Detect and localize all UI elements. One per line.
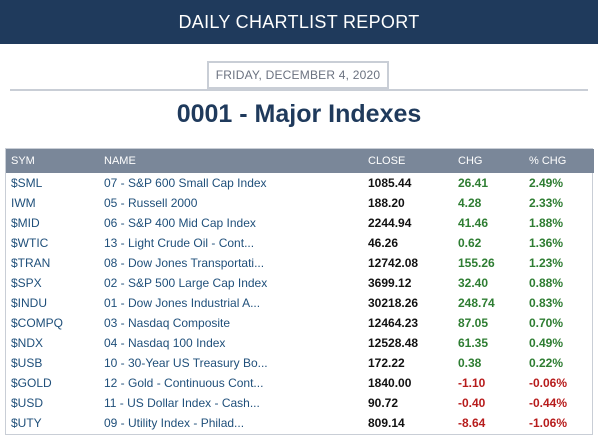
- symbol-link[interactable]: IWM: [11, 196, 36, 210]
- change-value: 41.46: [458, 216, 489, 230]
- change-value: 61.35: [458, 336, 489, 350]
- table-row[interactable]: $SPX 02 - S&P 500 Large Cap Index 3699.12 3…: [6, 273, 594, 293]
- index-name-link[interactable]: 03 - Nasdaq Composite: [104, 316, 231, 330]
- table-row[interactable]: $COMPQ 03 - Nasdaq Composite 12464.23 87.05…: [6, 313, 594, 333]
- column-header-sym[interactable]: SYM: [11, 155, 35, 167]
- index-name-link[interactable]: 02 - S&P 500 Large Cap Index: [104, 276, 268, 290]
- percent-change-value: 0.70%: [529, 316, 564, 330]
- percent-change-value: 2.33%: [529, 196, 564, 210]
- symbol-link[interactable]: $WTIC: [11, 236, 49, 250]
- change-value: 32.40: [458, 276, 489, 290]
- change-value: -8.64: [458, 416, 486, 430]
- symbol-link[interactable]: $NDX: [11, 336, 44, 350]
- index-table: SYM NAME CLOSE CHG % CHG $SML 07 - S&P 60…: [5, 148, 594, 435]
- change-value: 4.28: [458, 196, 482, 210]
- change-value: 0.38: [458, 356, 482, 370]
- percent-change-value: 0.83%: [529, 296, 564, 310]
- index-name-link[interactable]: 01 - Dow Jones Industrial A...: [104, 296, 261, 310]
- change-value: 87.05: [458, 316, 489, 330]
- table-row[interactable]: $NDX 04 - Nasdaq 100 Index 12528.48 61.35 0.…: [6, 333, 594, 353]
- index-name-link[interactable]: 08 - Dow Jones Transportati...: [104, 256, 265, 270]
- change-value: 155.26: [458, 256, 495, 270]
- table-header-row: SYM NAME CLOSE CHG % CHG: [6, 149, 594, 173]
- close-value: 30218.26: [368, 296, 419, 310]
- column-header-name[interactable]: NAME: [104, 155, 136, 167]
- index-name-link[interactable]: 10 - 30-Year US Treasury Bo...: [104, 356, 268, 370]
- change-value: 26.41: [458, 176, 489, 190]
- close-value: 12528.48: [368, 336, 419, 350]
- table-body: $SML 07 - S&P 600 Small Cap Index 1085.44 2…: [6, 173, 594, 433]
- close-value: 172.22: [368, 356, 405, 370]
- percent-change-value: 1.88%: [529, 216, 564, 230]
- symbol-link[interactable]: $USD: [11, 396, 44, 410]
- column-header-chg[interactable]: CHG: [458, 155, 483, 167]
- table-row[interactable]: $WTIC 13 - Light Crude Oil - Cont... 46.26…: [6, 233, 594, 253]
- index-name-link[interactable]: 11 - US Dollar Index - Cash...: [104, 396, 260, 410]
- index-name-link[interactable]: 13 - Light Crude Oil - Cont...: [104, 236, 255, 250]
- percent-change-value: -1.06%: [529, 416, 568, 430]
- percent-change-value: 0.49%: [529, 336, 564, 350]
- column-header-pct-chg[interactable]: % CHG: [529, 155, 567, 167]
- percent-change-value: 1.36%: [529, 236, 564, 250]
- change-value: -1.10: [458, 376, 486, 390]
- close-value: 2244.94: [368, 216, 412, 230]
- index-name-link[interactable]: 05 - Russell 2000: [104, 196, 198, 210]
- close-value: 12742.08: [368, 256, 419, 270]
- change-value: -0.40: [458, 396, 486, 410]
- symbol-link[interactable]: $GOLD: [11, 376, 52, 390]
- symbol-link[interactable]: $COMPQ: [11, 316, 64, 330]
- close-value: 3699.12: [368, 276, 412, 290]
- report-banner: DAILY CHARTLIST REPORT: [0, 0, 598, 44]
- close-value: 809.14: [368, 416, 405, 430]
- percent-change-value: 1.23%: [529, 256, 564, 270]
- table-row[interactable]: $TRAN 08 - Dow Jones Transportati... 12742…: [6, 253, 594, 273]
- table-row[interactable]: $INDU 01 - Dow Jones Industrial A... 30218…: [6, 293, 594, 313]
- symbol-link[interactable]: $INDU: [11, 296, 48, 310]
- percent-change-value: 0.88%: [529, 276, 564, 290]
- close-value: 188.20: [368, 196, 405, 210]
- divider: [10, 89, 588, 91]
- report-date: FRIDAY, DECEMBER 4, 2020: [207, 61, 389, 89]
- symbol-link[interactable]: $SML: [11, 176, 43, 190]
- change-value: 0.62: [458, 236, 482, 250]
- table-row[interactable]: $MID 06 - S&P 400 Mid Cap Index 2244.94 41.…: [6, 213, 594, 233]
- column-header-close[interactable]: CLOSE: [368, 155, 406, 167]
- close-value: 12464.23: [368, 316, 419, 330]
- table-row[interactable]: $UTY 09 - Utility Index - Philad... 809.14…: [6, 413, 594, 433]
- close-value: 46.26: [368, 236, 399, 250]
- index-name-link[interactable]: 12 - Gold - Continuous Cont...: [104, 376, 264, 390]
- symbol-link[interactable]: $USB: [11, 356, 43, 370]
- percent-change-value: 2.49%: [529, 176, 564, 190]
- index-name-link[interactable]: 04 - Nasdaq 100 Index: [104, 336, 226, 350]
- percent-change-value: -0.06%: [529, 376, 568, 390]
- close-value: 1840.00: [368, 376, 412, 390]
- table-row[interactable]: $USD 11 - US Dollar Index - Cash... 90.72 -…: [6, 393, 594, 413]
- index-name-link[interactable]: 09 - Utility Index - Philad...: [104, 416, 245, 430]
- symbol-link[interactable]: $TRAN: [11, 256, 51, 270]
- close-value: 90.72: [368, 396, 399, 410]
- page-title: 0001 - Major Indexes: [176, 100, 422, 128]
- table-row[interactable]: $SML 07 - S&P 600 Small Cap Index 1085.44 2…: [6, 173, 594, 193]
- index-name-link[interactable]: 07 - S&P 600 Small Cap Index: [104, 176, 267, 190]
- table-row[interactable]: IWM 05 - Russell 2000 188.20 4.28 2.33%: [6, 193, 594, 213]
- change-value: 248.74: [458, 296, 495, 310]
- banner-title: DAILY CHARTLIST REPORT: [178, 11, 420, 32]
- symbol-link[interactable]: $MID: [11, 216, 40, 230]
- percent-change-value: -0.44%: [529, 396, 568, 410]
- table-row[interactable]: $USB 10 - 30-Year US Treasury Bo... 172.22…: [6, 353, 594, 373]
- symbol-link[interactable]: $UTY: [11, 416, 42, 430]
- symbol-link[interactable]: $SPX: [11, 276, 42, 290]
- percent-change-value: 0.22%: [529, 356, 564, 370]
- index-name-link[interactable]: 06 - S&P 400 Mid Cap Index: [104, 216, 256, 230]
- close-value: 1085.44: [368, 176, 412, 190]
- table-row[interactable]: $GOLD 12 - Gold - Continuous Cont... 1840.…: [6, 373, 594, 393]
- report-date-text: FRIDAY, DECEMBER 4, 2020: [215, 68, 381, 82]
